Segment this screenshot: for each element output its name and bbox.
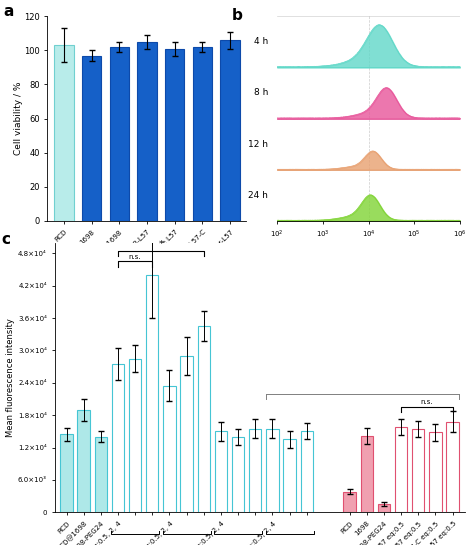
Bar (232, 437, 244, 512)
Text: 4 h: 4 h (254, 38, 268, 46)
Bar (95, 437, 107, 512)
Bar (301, 432, 313, 512)
Text: *: * (159, 240, 163, 249)
Bar (112, 364, 124, 512)
Y-axis label: Mean fluorescence intensity: Mean fluorescence intensity (6, 318, 15, 437)
Text: 8 h: 8 h (254, 88, 268, 98)
Bar (343, 492, 356, 512)
Text: a: a (4, 4, 14, 19)
Bar (220, 40, 239, 221)
Bar (361, 435, 373, 512)
Bar (378, 504, 390, 512)
Bar (77, 410, 90, 512)
Bar (163, 385, 176, 512)
Bar (266, 429, 279, 512)
Y-axis label: Cell viability / %: Cell viability / % (14, 82, 23, 155)
Bar (395, 427, 407, 512)
Text: n.s.: n.s. (420, 399, 433, 405)
Bar (412, 429, 424, 512)
Bar (283, 439, 296, 512)
Text: 12 h: 12 h (248, 140, 268, 149)
Bar (181, 356, 193, 512)
Bar (82, 56, 101, 221)
Bar (429, 432, 442, 512)
Bar (198, 326, 210, 512)
Bar (249, 429, 261, 512)
Text: c: c (1, 232, 10, 247)
Text: b: b (232, 8, 243, 23)
Bar (60, 434, 73, 512)
Bar (447, 422, 459, 512)
Bar (55, 45, 73, 221)
Bar (192, 47, 212, 221)
Bar (146, 275, 158, 512)
Bar (129, 359, 141, 512)
Bar (109, 47, 129, 221)
Bar (137, 42, 156, 221)
Text: n.s.: n.s. (129, 254, 141, 260)
Bar (215, 432, 227, 512)
Bar (165, 49, 184, 221)
Text: 24 h: 24 h (248, 191, 268, 199)
